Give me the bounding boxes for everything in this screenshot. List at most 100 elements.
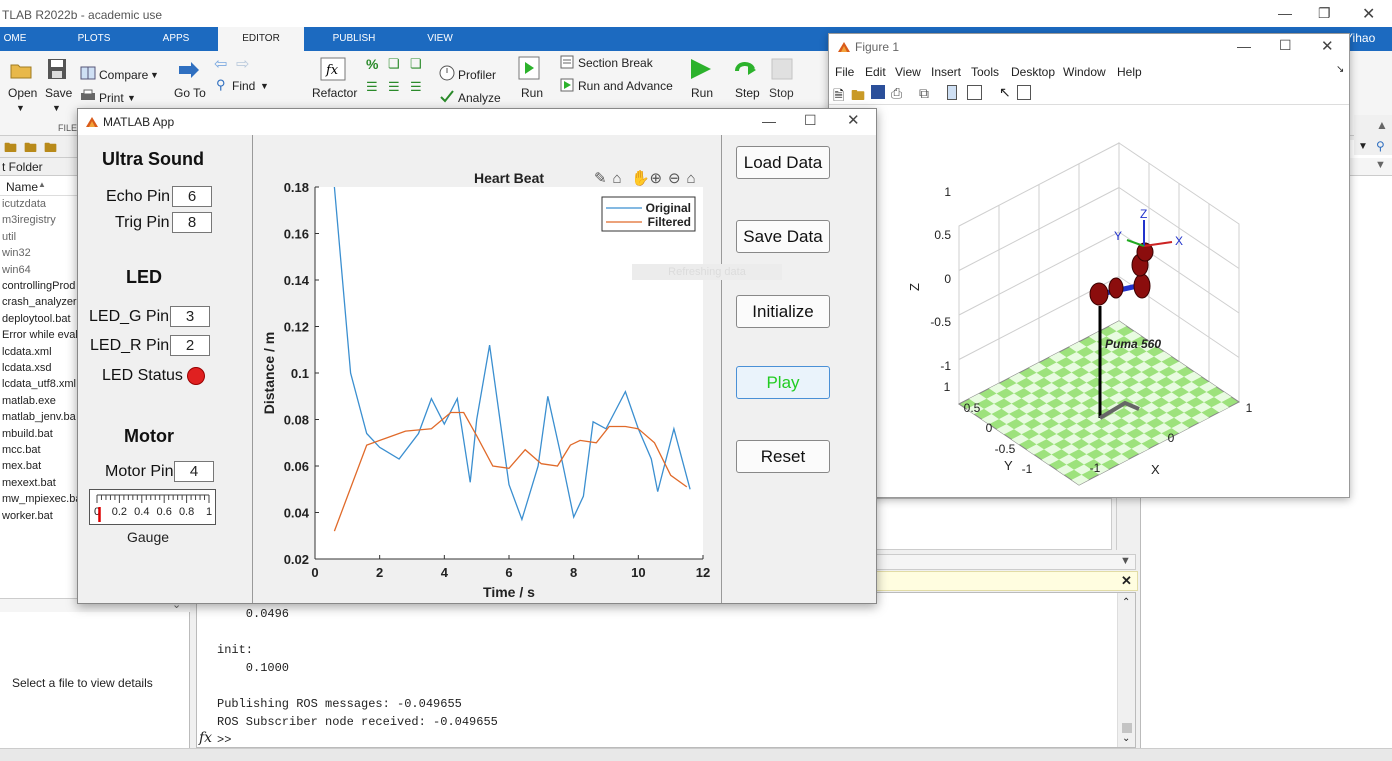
workspace-options-icon[interactable]: ▼ — [1375, 159, 1386, 171]
step-icon[interactable] — [734, 57, 760, 81]
link-plot-icon[interactable]: ⧉ — [919, 85, 929, 101]
step-button[interactable]: Step — [735, 86, 760, 100]
app-close-icon[interactable]: ✕ — [847, 112, 860, 129]
figure-menu-help[interactable]: Help — [1117, 65, 1142, 79]
scroll-up-icon[interactable]: ⌃ — [1122, 597, 1131, 608]
figure-maximize-icon[interactable]: ☐ — [1279, 37, 1292, 53]
open-file-icon[interactable]: 🖿 — [851, 87, 865, 103]
folder-up-icon[interactable]: 🖿 — [4, 140, 18, 155]
folder-item[interactable]: matlab.exe — [2, 394, 56, 407]
name-column-label[interactable]: Name — [6, 180, 39, 194]
print-button[interactable]: Print — [99, 91, 124, 105]
folder-item[interactable]: crash_analyzer.c — [2, 296, 85, 309]
close-icon[interactable]: ✕ — [1362, 6, 1376, 23]
figure-minimize-icon[interactable]: — — [1237, 38, 1251, 54]
legend-icon[interactable] — [967, 85, 982, 100]
dock-arrow-icon[interactable]: ↘ — [1336, 64, 1345, 75]
search-dropdown-icon[interactable]: ▼ — [1358, 141, 1368, 152]
folder-item[interactable]: controllingProd — [2, 280, 76, 292]
save-data-button[interactable]: Save Data — [736, 220, 830, 253]
stop-button[interactable]: Stop — [769, 86, 794, 100]
save-button[interactable]: Save — [45, 86, 73, 100]
refactor-button[interactable]: Refactor — [312, 86, 358, 100]
command-window[interactable]: ⌃ ⌄ 0.0496 init: 0.1000 Publishing ROS m… — [196, 592, 1136, 748]
folder-item[interactable]: worker.bat — [2, 509, 53, 522]
run-advance-button[interactable]: Run and Advance — [578, 79, 673, 93]
property-editor-icon[interactable] — [1017, 85, 1031, 100]
folder-item[interactable]: lcdata_utf8.xml — [2, 378, 76, 391]
figure-menu-edit[interactable]: Edit — [865, 65, 886, 79]
run-button[interactable]: Run — [691, 86, 714, 100]
folder-item[interactable]: mw_mpiexec.ba — [2, 493, 82, 506]
export-icon[interactable]: ✎ — [594, 170, 607, 187]
reset-button[interactable]: Reset — [736, 440, 830, 473]
folder-item[interactable]: util — [2, 230, 17, 243]
percent-icon[interactable]: % — [366, 56, 379, 72]
scroll-down-icon[interactable]: ⌄ — [1122, 733, 1131, 744]
folder-item[interactable]: win64 — [2, 263, 31, 276]
folder-item[interactable]: win32 — [2, 247, 31, 260]
cmd-collapse-icon[interactable]: ▼ — [1120, 555, 1131, 567]
echo-pin-field[interactable]: 6 — [172, 186, 212, 207]
app-maximize-icon[interactable]: ☐ — [804, 112, 817, 128]
zoom-out-icon[interactable]: ⊖ — [668, 170, 681, 187]
tab-editor[interactable]: EDITOR — [218, 27, 304, 51]
comment-icon[interactable]: ❏ — [388, 56, 400, 71]
figure-menu-window[interactable]: Window — [1063, 65, 1106, 79]
folder-item[interactable]: mbuild.bat — [2, 427, 53, 440]
collapse-toolstrip-icon[interactable]: ▲ — [1376, 118, 1388, 132]
uncomment-icon[interactable]: ❏ — [410, 56, 422, 71]
folder-item[interactable]: Error while eval — [2, 329, 78, 342]
cmd-scrollbar[interactable]: ⌃ ⌄ — [1117, 593, 1135, 747]
refactor-icon[interactable]: fx — [320, 57, 346, 81]
colorbar-icon[interactable] — [947, 85, 957, 100]
tab-plots[interactable]: PLOTS — [77, 33, 111, 44]
analyze-button[interactable]: Analyze — [458, 91, 501, 105]
save-figure-icon[interactable] — [871, 85, 885, 99]
folder-item[interactable]: mcc.bat — [2, 444, 41, 456]
print-dropdown-icon[interactable]: ▼ — [127, 93, 136, 103]
folder-item[interactable]: icutzdata — [2, 198, 47, 210]
folder-item[interactable]: m3iregistry — [2, 214, 56, 227]
figure-menu-tools[interactable]: Tools — [971, 65, 1000, 79]
figure-menu-insert[interactable]: Insert — [931, 65, 962, 79]
figure-close-icon[interactable]: ✕ — [1321, 38, 1334, 55]
play-button[interactable]: Play — [736, 366, 830, 399]
section-break-button[interactable]: Section Break — [578, 56, 653, 70]
cmd-notice-close-icon[interactable]: ✕ — [1121, 573, 1132, 588]
figure-menu-file[interactable]: File — [835, 65, 855, 79]
app-minimize-icon[interactable]: — — [762, 113, 776, 129]
pointer-icon[interactable]: ↖ — [999, 84, 1011, 100]
folder-item[interactable]: lcdata.xsd — [2, 362, 52, 374]
pan-icon[interactable]: ✋ — [631, 169, 650, 187]
details-collapse-icon[interactable]: ⌄ — [172, 599, 182, 611]
indent-icon[interactable]: ☰ — [366, 79, 378, 94]
tab-publish[interactable]: PUBLISH — [332, 33, 376, 44]
brush-icon[interactable]: ⌂ — [613, 170, 622, 187]
user-name[interactable]: Yihao — [1345, 31, 1376, 45]
open-dropdown-icon[interactable]: ▼ — [16, 103, 25, 113]
motor-pin-field[interactable]: 4 — [174, 461, 214, 482]
home-icon[interactable]: ⌂ — [687, 170, 696, 187]
compare-button[interactable]: Compare — [99, 68, 149, 82]
trig-pin-field[interactable]: 8 — [172, 212, 212, 233]
led-g-pin-field[interactable]: 3 — [170, 306, 210, 327]
tab-view[interactable]: VIEW — [427, 33, 453, 44]
browse-icon[interactable]: 🖿 — [24, 140, 38, 155]
find-dropdown-icon[interactable]: ▼ — [260, 81, 269, 91]
folder-item[interactable]: lcdata.xml — [2, 345, 52, 358]
compare-dropdown-icon[interactable]: ▼ — [150, 70, 159, 80]
cmd-prompt[interactable]: >> — [217, 733, 232, 747]
initialize-button[interactable]: Initialize — [736, 295, 830, 328]
print-figure-icon[interactable]: ⎙ — [891, 85, 903, 101]
zoom-in-icon[interactable]: ⊕ — [650, 170, 663, 187]
folder-item[interactable]: mex.bat — [2, 460, 42, 473]
open-button[interactable]: Open — [8, 86, 38, 100]
scroll-thumb[interactable] — [1122, 723, 1132, 733]
run-section-button[interactable]: Run — [521, 86, 544, 100]
editor-scrollbar[interactable] — [1116, 498, 1138, 550]
new-folder-icon[interactable]: 🖿 — [44, 140, 58, 155]
tab-apps[interactable]: APPS — [162, 33, 190, 44]
minimize-icon[interactable]: — — [1278, 5, 1292, 21]
